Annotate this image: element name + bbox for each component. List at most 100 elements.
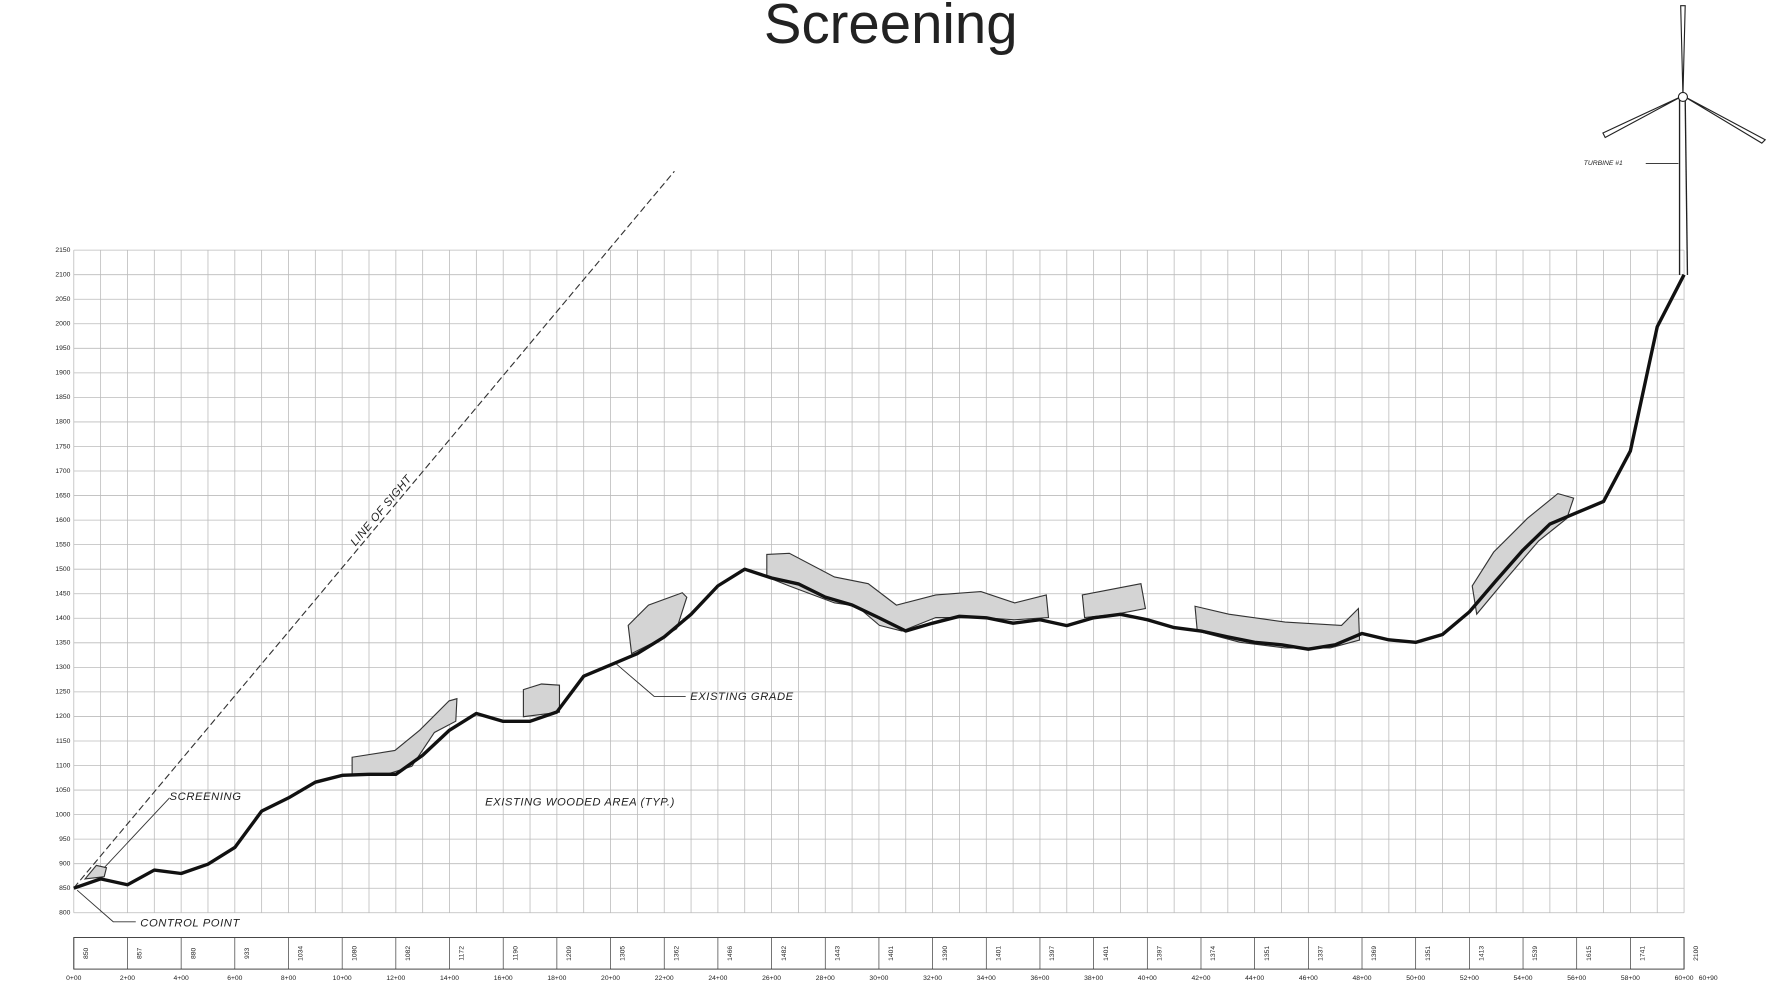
elevation-label: 1539	[1532, 946, 1539, 961]
annotation: EXISTING WOODED AREA (TYP.)	[485, 797, 675, 809]
x-tick-label: 10+00	[333, 975, 352, 982]
screening	[1081, 583, 1147, 619]
elevation-label: 1401	[1103, 946, 1110, 961]
elevation-label: 1374	[1210, 946, 1217, 961]
leader	[614, 662, 686, 697]
screening	[522, 683, 561, 718]
x-tick-label: 22+00	[655, 975, 674, 982]
elevation-label: 880	[190, 947, 197, 959]
elevation-label: 1401	[995, 946, 1002, 961]
x-tick-label: 20+00	[601, 975, 620, 982]
y-tick-label: 1650	[55, 492, 70, 499]
y-tick-label: 850	[59, 885, 71, 892]
x-tick-label: 40+00	[1138, 975, 1157, 982]
y-tick-label: 1550	[55, 541, 70, 548]
screening	[627, 592, 688, 655]
x-tick-label: 30+00	[869, 975, 888, 982]
x-tick-label: 0+00	[66, 975, 81, 982]
elevation-label: 1190	[512, 946, 519, 961]
x-tick-label: 54+00	[1514, 975, 1533, 982]
y-tick-label: 1800	[55, 419, 70, 426]
elevation-label: 2100	[1693, 946, 1700, 961]
y-tick-label: 1900	[55, 370, 70, 377]
leader	[76, 889, 136, 923]
elevation-label: 1034	[298, 946, 305, 961]
x-tick-label: 56+00	[1567, 975, 1586, 982]
y-tick-label: 1600	[55, 517, 70, 524]
y-tick-label: 1000	[55, 811, 70, 818]
elevation-label: 1390	[942, 946, 949, 961]
x-tick-label: 36+00	[1030, 975, 1049, 982]
annotation: SCREENING	[170, 791, 242, 803]
y-tick-label: 1100	[56, 762, 71, 769]
elevation-label: 1369	[1371, 946, 1378, 961]
elevation-label: 933	[244, 947, 251, 959]
elevation-label: 1615	[1586, 946, 1593, 961]
screening	[766, 552, 1050, 632]
x-tick-label: 42+00	[1192, 975, 1211, 982]
elevation-label: 1482	[781, 946, 788, 961]
elevation-label: 1413	[1479, 946, 1486, 961]
elevation-label: 1351	[1425, 946, 1432, 961]
x-tick-label: 8+00	[281, 975, 296, 982]
y-tick-label: 2050	[55, 296, 70, 303]
annotation: TURBINE #1	[1584, 160, 1623, 167]
elevation-label: 1741	[1640, 946, 1647, 961]
x-tick-label: 38+00	[1084, 975, 1103, 982]
x-tick-label: 26+00	[762, 975, 781, 982]
line-of-sight	[73, 170, 675, 889]
y-tick-label: 1250	[55, 689, 70, 696]
x-tick-label: 60+00	[1675, 975, 1694, 982]
x-tick-label: 12+00	[386, 975, 405, 982]
y-tick-label: 1050	[55, 787, 70, 794]
elevation-label: 850	[83, 947, 90, 959]
elevation-label: 1209	[566, 946, 573, 961]
y-tick-label: 1150	[56, 738, 71, 745]
y-tick-label: 1300	[55, 664, 70, 671]
y-tick-label: 1450	[55, 591, 70, 598]
x-tick-label: 60+90	[1699, 975, 1718, 982]
y-tick-label: 1400	[55, 615, 70, 622]
elevation-label: 1172	[459, 946, 466, 961]
elevation-label: 1082	[405, 946, 412, 961]
x-tick-label: 6+00	[227, 975, 242, 982]
chart-title: Screening	[764, 0, 1018, 55]
x-tick-label: 24+00	[708, 975, 727, 982]
x-tick-label: 28+00	[816, 975, 835, 982]
y-tick-label: 950	[59, 836, 71, 843]
elevation-label: 857	[137, 947, 144, 959]
leader	[103, 797, 170, 868]
screening	[83, 864, 108, 880]
annotation: EXISTING GRADE	[690, 691, 794, 703]
x-tick-label: 44+00	[1245, 975, 1264, 982]
screening-areas	[83, 492, 1575, 880]
y-tick-label: 1200	[55, 713, 70, 720]
x-tick-label: 2+00	[120, 975, 135, 982]
grid	[73, 249, 1685, 914]
y-tick-label: 2000	[55, 321, 70, 328]
x-tick-label: 50+00	[1406, 975, 1425, 982]
elevation-label: 1401	[888, 946, 895, 961]
x-tick-label: 58+00	[1621, 975, 1640, 982]
y-tick-label: 1700	[55, 468, 70, 475]
x-tick-label: 14+00	[440, 975, 459, 982]
x-tick-label: 34+00	[977, 975, 996, 982]
x-tick-label: 52+00	[1460, 975, 1479, 982]
annotation: LINE OF SIGHT	[349, 473, 415, 549]
y-tick-label: 1850	[55, 394, 70, 401]
y-tick-label: 800	[59, 910, 71, 917]
y-tick-label: 2150	[55, 247, 70, 254]
y-tick-label: 1750	[55, 443, 70, 450]
x-tick-label: 16+00	[494, 975, 513, 982]
y-tick-label: 2100	[55, 271, 70, 278]
elevation-label: 1337	[1318, 946, 1325, 961]
y-tick-label: 1500	[55, 566, 70, 573]
x-tick-label: 18+00	[547, 975, 566, 982]
elevation-label: 1351	[1264, 946, 1271, 961]
elevation-label: 1305	[620, 946, 627, 961]
elevation-label: 1466	[727, 946, 734, 961]
annotation: CONTROL POINT	[140, 917, 240, 929]
elevation-label: 1443	[834, 946, 841, 961]
elevation-label: 1397	[1156, 946, 1163, 961]
